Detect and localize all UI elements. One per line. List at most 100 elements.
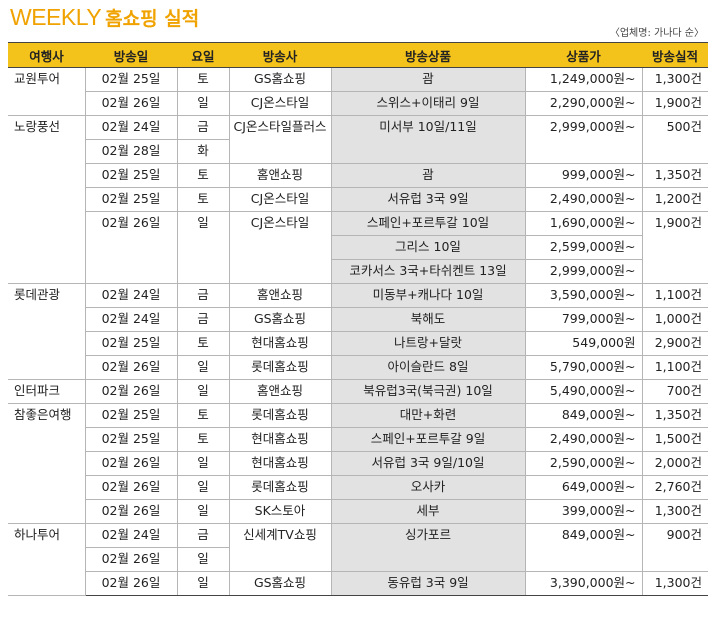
product-cell: 나트랑+달랏 bbox=[330, 331, 525, 356]
table-row: 02월 26일 일 bbox=[8, 547, 708, 572]
header-day: 요일 bbox=[177, 42, 229, 68]
price-cell: 799,000원~ bbox=[524, 307, 642, 332]
result-cell: 1,300건 bbox=[641, 67, 708, 92]
date-cell: 02월 28일 bbox=[84, 139, 177, 164]
day-cell: 토 bbox=[176, 163, 229, 188]
agency-cell: 인터파크 bbox=[8, 379, 85, 404]
day-cell: 토 bbox=[176, 67, 229, 92]
table-row: 02월 28일 화 bbox=[8, 139, 708, 164]
product-cell: 싱가포르 bbox=[330, 523, 525, 572]
broadcaster-cell: 신세계TV쇼핑 bbox=[228, 523, 331, 572]
broadcaster-cell: GS홈쇼핑 bbox=[228, 67, 331, 92]
date-cell: 02월 26일 bbox=[84, 355, 177, 380]
result-cell: 1,900건 bbox=[641, 91, 708, 116]
day-cell: 금 bbox=[176, 523, 229, 548]
price-cell: 2,599,000원~ bbox=[524, 235, 642, 260]
broadcaster-cell: 현대홈쇼핑 bbox=[228, 427, 331, 452]
product-cell: 세부 bbox=[330, 499, 525, 524]
table-row: 그리스 10일 2,599,000원~ bbox=[8, 235, 708, 260]
broadcaster-cell: 현대홈쇼핑 bbox=[228, 451, 331, 476]
table-row: 02월 25일 토 현대홈쇼핑 나트랑+달랏 549,000원 2,900건 bbox=[8, 331, 708, 356]
table-row: 02월 25일 토 홈앤쇼핑 괌 999,000원~ 1,350건 bbox=[8, 163, 708, 188]
result-cell: 2,000건 bbox=[641, 451, 708, 476]
product-cell: 그리스 10일 bbox=[330, 235, 525, 260]
product-cell: 스페인+포르투갈 10일 bbox=[330, 211, 525, 236]
result-cell: 1,000건 bbox=[641, 307, 708, 332]
broadcaster-cell: 홈앤쇼핑 bbox=[228, 379, 331, 404]
product-cell: 북해도 bbox=[330, 307, 525, 332]
result-cell: 2,900건 bbox=[641, 331, 708, 356]
date-cell: 02월 26일 bbox=[84, 547, 177, 572]
price-cell: 2,999,000원~ bbox=[524, 115, 642, 164]
broadcaster-cell: CJ온스타일 bbox=[228, 187, 331, 212]
result-cell: 1,900건 bbox=[641, 211, 708, 284]
table-row: 02월 26일 일 현대홈쇼핑 서유럽 3국 9일/10일 2,590,000원… bbox=[8, 451, 708, 476]
date-cell: 02월 26일 bbox=[84, 211, 177, 284]
product-cell: 스위스+이태리 9일 bbox=[330, 91, 525, 116]
header-date: 방송일 bbox=[85, 42, 177, 68]
price-cell: 549,000원 bbox=[524, 331, 642, 356]
date-cell: 02월 25일 bbox=[84, 403, 177, 428]
table-row: 노랑풍선 02월 24일 금 CJ온스타일플러스 미서부 10일/11일 2,9… bbox=[8, 115, 708, 284]
broadcaster-cell: SK스토아 bbox=[228, 499, 331, 524]
agency-cell: 노랑풍선 bbox=[8, 115, 85, 284]
broadcaster-cell: GS홈쇼핑 bbox=[228, 571, 331, 596]
product-cell: 서유럽 3국 9일 bbox=[330, 187, 525, 212]
table-row: 02월 26일 일 CJ온스타일 스위스+이태리 9일 2,290,000원~ … bbox=[8, 91, 708, 116]
title-home-shopping: 홈쇼핑 실적 bbox=[105, 8, 200, 30]
result-cell: 700건 bbox=[641, 379, 708, 404]
table-row: 인터파크 02월 26일 일 홈앤쇼핑 북유럽3국(북극권) 10일 5,490… bbox=[8, 379, 708, 404]
price-cell: 849,000원~ bbox=[524, 523, 642, 572]
price-cell: 3,590,000원~ bbox=[524, 283, 642, 308]
day-cell: 일 bbox=[176, 571, 229, 596]
agency-cell: 롯데관광 bbox=[8, 283, 85, 380]
table-row: 코카서스 3국+타쉬켄트 13일 2,999,000원~ bbox=[8, 259, 708, 284]
broadcaster-cell: 롯데홈쇼핑 bbox=[228, 403, 331, 428]
result-cell: 1,350건 bbox=[641, 403, 708, 428]
header-agency: 여행사 bbox=[8, 42, 85, 68]
header-result: 방송실적 bbox=[642, 42, 708, 68]
table-row: 롯데관광 02월 24일 금 홈앤쇼핑 미동부+캐나다 10일 3,590,00… bbox=[8, 283, 708, 380]
day-cell: 화 bbox=[176, 139, 229, 164]
broadcaster-cell: CJ온스타일 bbox=[228, 211, 331, 284]
product-cell: 대만+화련 bbox=[330, 403, 525, 428]
date-cell: 02월 26일 bbox=[84, 571, 177, 596]
agency-cell: 참좋은여행 bbox=[8, 403, 85, 524]
table-row: 참좋은여행 02월 25일 토 롯데홈쇼핑 대만+화련 849,000원~ 1,… bbox=[8, 403, 708, 524]
price-cell: 1,249,000원~ bbox=[524, 67, 642, 92]
day-cell: 토 bbox=[176, 331, 229, 356]
broadcaster-cell: GS홈쇼핑 bbox=[228, 307, 331, 332]
title-weekly: WEEKLY bbox=[10, 4, 102, 30]
day-cell: 일 bbox=[176, 475, 229, 500]
agency-cell: 교원투어 bbox=[8, 67, 85, 116]
product-cell: 오사카 bbox=[330, 475, 525, 500]
table-row: 02월 26일 일 롯데홈쇼핑 아이슬란드 8일 5,790,000원~ 1,1… bbox=[8, 355, 708, 380]
table-row: 02월 26일 일 SK스토아 세부 399,000원~ 1,300건 bbox=[8, 499, 708, 524]
day-cell: 금 bbox=[176, 115, 229, 140]
broadcaster-cell: CJ온스타일플러스 bbox=[228, 115, 331, 164]
day-cell: 일 bbox=[176, 355, 229, 380]
day-cell: 토 bbox=[176, 427, 229, 452]
day-cell: 토 bbox=[176, 403, 229, 428]
price-cell: 2,999,000원~ bbox=[524, 259, 642, 284]
price-cell: 399,000원~ bbox=[524, 499, 642, 524]
broadcaster-cell: 현대홈쇼핑 bbox=[228, 331, 331, 356]
date-cell: 02월 26일 bbox=[84, 451, 177, 476]
day-cell: 일 bbox=[176, 379, 229, 404]
price-cell: 849,000원~ bbox=[524, 403, 642, 428]
price-cell: 2,290,000원~ bbox=[524, 91, 642, 116]
product-cell: 스페인+포르투갈 9일 bbox=[330, 427, 525, 452]
date-cell: 02월 25일 bbox=[84, 427, 177, 452]
day-cell: 일 bbox=[176, 451, 229, 476]
table-row: 02월 26일 일 롯데홈쇼핑 오사카 649,000원~ 2,760건 bbox=[8, 475, 708, 500]
date-cell: 02월 25일 bbox=[84, 187, 177, 212]
day-cell: 금 bbox=[176, 307, 229, 332]
result-cell: 1,300건 bbox=[641, 499, 708, 524]
product-cell: 코카서스 3국+타쉬켄트 13일 bbox=[330, 259, 525, 284]
table-row: 02월 25일 토 CJ온스타일 서유럽 3국 9일 2,490,000원~ 1… bbox=[8, 187, 708, 212]
result-cell: 1,300건 bbox=[641, 571, 708, 596]
broadcaster-cell: 롯데홈쇼핑 bbox=[228, 475, 331, 500]
header-price: 상품가 bbox=[525, 42, 642, 68]
date-cell: 02월 25일 bbox=[84, 331, 177, 356]
price-cell: 3,390,000원~ bbox=[524, 571, 642, 596]
